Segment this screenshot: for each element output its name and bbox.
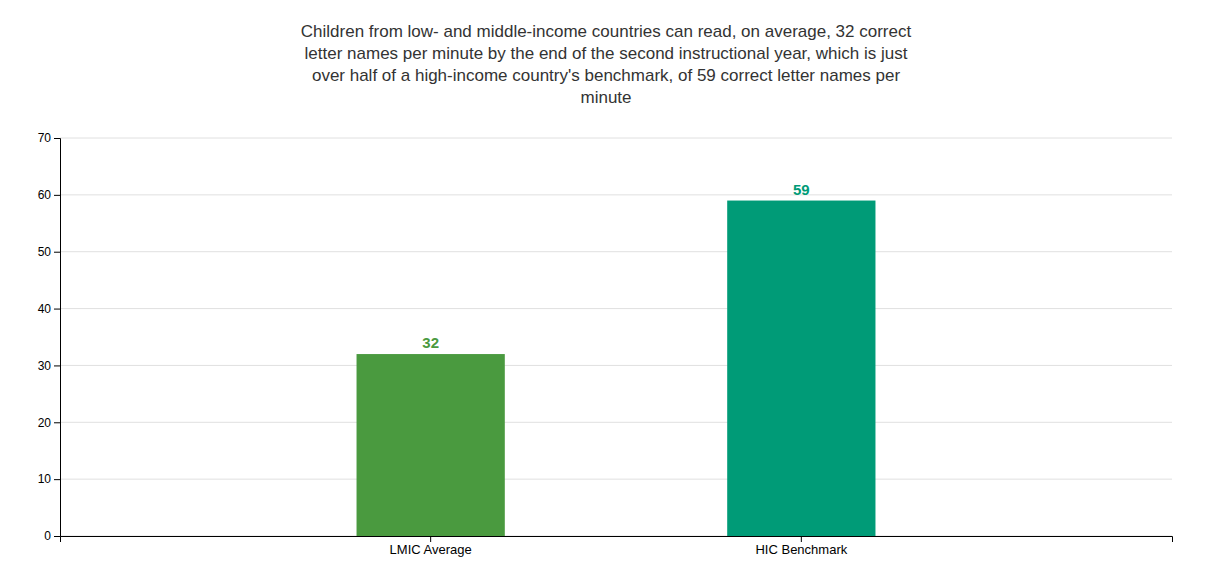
tick: 70 — [38, 131, 60, 145]
y-axis: 0 10 20 30 40 50 60 70 — [38, 131, 61, 543]
tick: LMIC Average — [390, 536, 472, 557]
tick-label: 10 — [38, 472, 52, 486]
axis-line — [54, 139, 61, 537]
tick-label: 40 — [38, 302, 52, 316]
bars — [357, 201, 876, 536]
grid-line — [60, 308, 1172, 309]
tick-mark — [54, 479, 60, 480]
grid-line — [60, 422, 1172, 423]
tick: 30 — [38, 359, 60, 373]
grid-line — [60, 365, 1172, 366]
data-label: 59 — [793, 181, 810, 198]
tick-mark — [54, 195, 60, 196]
title: Children from low- and middle-income cou… — [301, 22, 912, 107]
tick-mark — [54, 536, 60, 537]
axis-line — [61, 537, 1173, 543]
grid-line — [60, 194, 1172, 195]
tick-label: 60 — [38, 188, 52, 202]
tick-label: 50 — [38, 245, 52, 259]
data-label: 32 — [422, 334, 439, 351]
bar — [727, 201, 875, 536]
tick-mark — [801, 536, 802, 542]
title-line: Children from low- and middle-income cou… — [301, 22, 912, 41]
tick: 50 — [38, 245, 60, 259]
tick-label: LMIC Average — [390, 542, 472, 557]
chart: Children from low- and middle-income cou… — [0, 0, 1212, 586]
tick-mark — [54, 365, 60, 366]
data-labels: 32 59 — [422, 181, 809, 352]
tick: 20 — [38, 416, 60, 430]
grid-line — [60, 251, 1172, 252]
tick-label: HIC Benchmark — [755, 542, 847, 557]
tick: 60 — [38, 188, 60, 202]
tick-mark — [54, 422, 60, 423]
tick: 40 — [38, 302, 60, 316]
tick: HIC Benchmark — [755, 536, 847, 557]
tick-mark — [430, 536, 431, 542]
tick-label: 70 — [38, 131, 52, 145]
tick-label: 20 — [38, 416, 52, 430]
x-axis: LMIC Average HIC Benchmark — [61, 536, 1173, 557]
tick-mark — [54, 252, 60, 253]
tick-label: 30 — [38, 359, 52, 373]
grid-line — [60, 479, 1172, 480]
grid — [60, 138, 1172, 536]
tick-label: 0 — [44, 529, 51, 543]
tick-mark — [54, 138, 60, 139]
tick: 10 — [38, 472, 60, 486]
title-line: letter names per minute by the end of th… — [305, 44, 908, 63]
tick: 0 — [44, 529, 60, 543]
plot: 0 10 20 30 40 50 60 70 LMIC Average HIC Benchmark… — [38, 131, 1173, 557]
tick-mark — [54, 309, 60, 310]
bar — [357, 354, 505, 536]
title-line: minute — [580, 88, 631, 107]
grid-line — [60, 138, 1172, 139]
title-line: over half of a high-income country's ben… — [312, 66, 900, 85]
